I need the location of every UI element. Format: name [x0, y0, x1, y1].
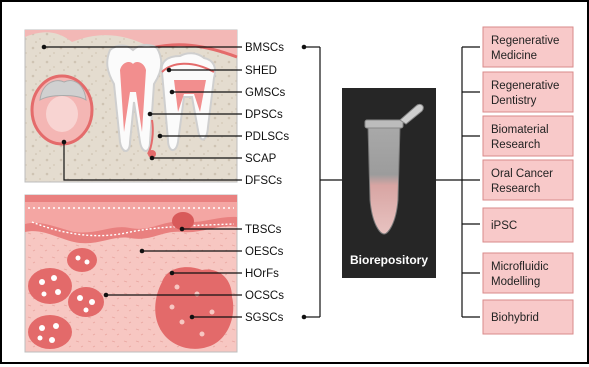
- app-line1: iPSC: [491, 220, 517, 232]
- biorepository-label: Biorepository: [350, 253, 428, 267]
- app-line1: Oral Cancer: [491, 168, 553, 180]
- label-gmscs: GMSCs: [245, 87, 286, 99]
- tube-icon: [364, 103, 424, 235]
- tooth-illustration: [24, 29, 238, 183]
- label-oescs: OESCs: [245, 246, 284, 258]
- cell-type-labels: BMSCs SHED GMSCs DPSCs PDLSCs SCAP DFSCs…: [245, 42, 289, 324]
- label-sgscs: SGSCs: [245, 312, 284, 324]
- label-horfs: HOrFs: [245, 268, 279, 280]
- label-dfscs: DFSCs: [245, 175, 282, 187]
- app-regenerative-dentistry: Regenerative Dentistry: [482, 71, 574, 113]
- app-biomaterial-research: Biomaterial Research: [482, 115, 574, 157]
- diagram-svg: BMSCs SHED GMSCs DPSCs PDLSCs SCAP DFSCs…: [24, 26, 574, 353]
- application-boxes: Regenerative Medicine Regenerative Denti…: [482, 26, 574, 335]
- app-line1: Biomaterial: [491, 124, 549, 136]
- label-scap: SCAP: [245, 153, 277, 165]
- app-line1: Microfluidic: [491, 261, 549, 273]
- label-bmscs: BMSCs: [245, 42, 284, 54]
- label-pdlscs: PDLSCs: [245, 131, 289, 143]
- app-line2: Dentistry: [491, 95, 537, 107]
- app-line2: Research: [491, 183, 540, 195]
- app-oral-cancer-research: Oral Cancer Research: [482, 159, 574, 201]
- biorepository-box: Biorepository: [342, 88, 436, 278]
- label-shed: SHED: [245, 65, 277, 77]
- label-tbscs: TBSCs: [245, 224, 282, 236]
- app-line2: Modelling: [491, 276, 540, 288]
- app-line2: Research: [491, 139, 540, 151]
- leader-lines: [44, 46, 480, 318]
- label-ocscs: OCSCs: [245, 290, 284, 302]
- app-ipsc: iPSC: [482, 207, 574, 243]
- app-regenerative-medicine: Regenerative Medicine: [482, 26, 574, 68]
- label-dpscs: DPSCs: [245, 109, 283, 121]
- app-biohybrid: Biohybrid: [482, 299, 574, 335]
- leader-dots: [41, 44, 307, 320]
- app-line1: Biohybrid: [491, 312, 539, 324]
- app-microfluidic-modelling: Microfluidic Modelling: [482, 252, 574, 294]
- app-line1: Regenerative: [491, 35, 559, 47]
- app-line2: Medicine: [491, 50, 537, 62]
- app-line1: Regenerative: [491, 80, 559, 92]
